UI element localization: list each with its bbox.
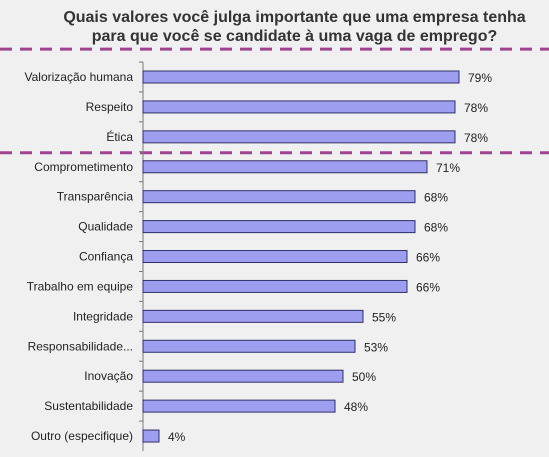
value-label: 50% xyxy=(352,370,376,384)
bar xyxy=(142,339,356,353)
value-label: 78% xyxy=(464,101,488,115)
bar xyxy=(142,429,160,443)
category-label: Trabalho em equipe xyxy=(27,279,134,293)
bar xyxy=(142,279,408,293)
value-label: 68% xyxy=(424,221,448,235)
bar xyxy=(142,250,408,264)
bar xyxy=(142,399,336,413)
value-label: 55% xyxy=(372,310,396,324)
divider-lines xyxy=(0,47,549,155)
category-axis xyxy=(139,61,144,451)
value-label: 48% xyxy=(344,400,368,414)
category-label: Responsabilidade... xyxy=(28,339,133,353)
category-label: Ética xyxy=(106,129,133,144)
category-label: Sustentabilidade xyxy=(44,399,133,413)
bar xyxy=(142,220,416,234)
category-label: Outro (especifique) xyxy=(31,429,133,443)
chart-title-line-2: para que você se candidate à uma vaga de… xyxy=(91,28,498,45)
value-label: 71% xyxy=(436,161,460,175)
category-label: Respeito xyxy=(86,100,134,114)
value-label: 68% xyxy=(424,191,448,205)
category-label: Comprometimento xyxy=(34,160,133,174)
value-label: 79% xyxy=(468,71,492,85)
bar xyxy=(142,369,344,383)
chart-title-line-1: Quais valores você julga importante que … xyxy=(63,9,526,26)
bar xyxy=(142,100,456,114)
bar xyxy=(142,160,428,174)
category-label: Transparência xyxy=(57,190,134,204)
value-label: 78% xyxy=(464,131,488,145)
value-label: 66% xyxy=(416,280,440,294)
value-label: 66% xyxy=(416,251,440,265)
value-label: 53% xyxy=(364,340,388,354)
bars-group xyxy=(142,70,460,443)
bar xyxy=(142,309,364,323)
category-label: Integridade xyxy=(73,309,133,323)
value-labels-group: 79% 78% 78% 71% 68% 68% 66% 66% 55% 53% 50% 48% 4% xyxy=(168,71,492,444)
category-label: Qualidade xyxy=(78,220,133,234)
category-label: Confiança xyxy=(79,250,133,264)
chart-title: Quais valores você julga importante que … xyxy=(0,8,549,46)
category-label: Inovação xyxy=(84,369,133,383)
category-label: Valorização humana xyxy=(24,70,133,84)
bar xyxy=(142,190,416,204)
value-label: 4% xyxy=(168,430,186,444)
bar xyxy=(142,130,456,144)
bar xyxy=(142,70,460,84)
category-labels-group: Valorização humana Respeito Ética Compromet… xyxy=(24,70,133,443)
